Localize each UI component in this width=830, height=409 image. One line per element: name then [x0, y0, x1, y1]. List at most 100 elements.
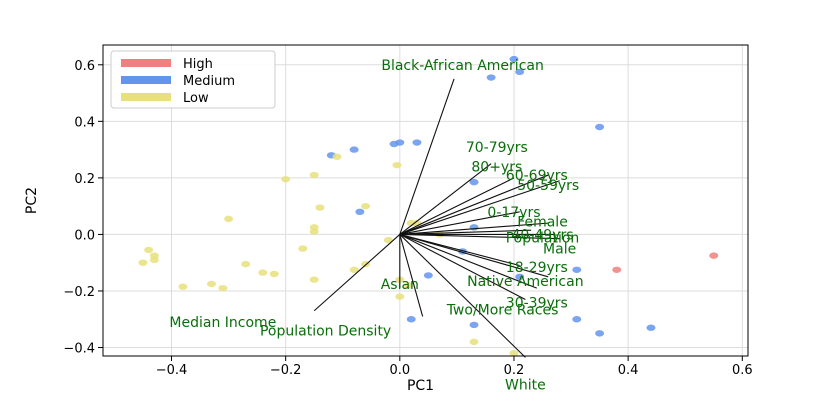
vector-label-40-49yrs: 40-49yrs — [512, 227, 574, 243]
x-tick-label: 0.0 — [389, 363, 410, 378]
point-low — [144, 246, 154, 254]
vector-label-native-american: Native American — [467, 274, 583, 290]
vector-label-70-79yrs: 70-79yrs — [466, 140, 528, 156]
point-medium — [572, 266, 582, 273]
point-medium — [595, 123, 605, 131]
vector-70-79yrs — [399, 163, 492, 235]
vector-label-white: White — [505, 377, 546, 393]
point-low — [241, 260, 251, 268]
vector-60-69yrs — [399, 174, 549, 235]
vector-label-median-income: Median Income — [169, 315, 276, 331]
vector-label-80-yrs: 80+yrs — [471, 160, 522, 176]
vector-label-30-39yrs: 30-39yrs — [506, 295, 568, 311]
point-medium — [412, 139, 422, 146]
point-low — [149, 256, 159, 264]
legend: High Medium Low — [110, 50, 276, 109]
y-tick-label: 0.6 — [74, 59, 95, 74]
point-medium — [406, 316, 416, 323]
y-tick-label: 0.0 — [74, 228, 95, 243]
point-low — [349, 266, 359, 273]
point-medium — [469, 321, 479, 329]
point-medium — [509, 55, 519, 63]
point-low — [224, 215, 234, 223]
point-low — [269, 270, 279, 278]
point-medium — [595, 330, 605, 337]
vector-40-49yrs — [399, 229, 532, 235]
point-low — [206, 280, 216, 288]
vector-labels: Black-African American 70-79yrs 80+yrs60-6… — [169, 58, 583, 393]
point-medium — [469, 224, 479, 231]
vector-label-two-more-races: Two/More Races — [446, 302, 559, 318]
vector-50-59yrs — [399, 180, 560, 235]
point-low — [281, 176, 291, 183]
point-low — [178, 283, 188, 290]
vector-label-18-29yrs: 18-29yrs — [506, 260, 568, 276]
point-low — [298, 245, 308, 252]
vector-label-population: Population — [506, 230, 580, 246]
vector-black-african-american — [399, 78, 455, 235]
point-medium — [349, 146, 359, 153]
x-tick-label: 0.2 — [504, 363, 525, 378]
point-high — [709, 252, 719, 259]
point-low — [509, 349, 519, 357]
x-tick-label: 0.6 — [732, 363, 753, 378]
point-low — [138, 259, 148, 266]
point-low — [218, 284, 228, 292]
x-axis-label: PC1 — [407, 378, 434, 394]
point-low — [309, 171, 319, 179]
y-tick-label: 0.4 — [74, 115, 95, 130]
point-medium — [395, 139, 405, 146]
vector-label-50-59yrs: 50-59yrs — [517, 178, 579, 194]
point-medium — [469, 178, 479, 186]
loading-vectors — [313, 78, 560, 358]
point-low — [332, 153, 342, 160]
vector-label-asian: Asian — [381, 277, 419, 293]
vector-median-income — [313, 234, 401, 312]
legend-label-medium: Medium — [183, 74, 235, 89]
x-tick-label: 0.4 — [618, 363, 639, 378]
point-low — [403, 282, 413, 289]
vector-30-39yrs — [399, 233, 538, 289]
point-low — [315, 204, 325, 211]
point-medium — [646, 324, 656, 331]
vector-white — [399, 234, 526, 358]
vector-female — [399, 222, 549, 235]
vector-label-0-17yrs: 0-17yrs — [487, 205, 540, 221]
data-points — [138, 55, 719, 357]
point-medium — [355, 208, 365, 216]
point-low — [469, 338, 479, 346]
point-medium — [423, 272, 433, 279]
point-low — [392, 161, 402, 169]
legend-swatch-medium — [121, 76, 171, 84]
vector-label-60-69yrs: 60-69yrs — [506, 168, 568, 184]
legend-swatch-high — [121, 59, 171, 67]
x-tick-label: −0.2 — [270, 363, 302, 378]
vector-80-yrs — [399, 177, 515, 235]
point-medium — [572, 316, 582, 323]
legend-swatch-low — [121, 93, 171, 101]
vector-label-male: Male — [543, 242, 576, 258]
x-tick-label: −0.4 — [156, 363, 188, 378]
y-tick-label: 0.2 — [74, 172, 95, 187]
vector-population-density — [399, 234, 424, 317]
point-medium — [486, 74, 496, 81]
point-low — [395, 293, 405, 300]
y-axis-label: PC2 — [24, 187, 40, 214]
vector-label-black-african-american: Black-African American — [381, 58, 544, 74]
point-low — [383, 236, 393, 244]
point-low — [258, 269, 268, 276]
legend-label-high: High — [183, 57, 213, 72]
point-low — [361, 202, 371, 210]
y-tick-label: −0.2 — [63, 285, 95, 300]
vector-label-female: Female — [517, 215, 568, 231]
y-tick-label: −0.4 — [63, 342, 95, 357]
legend-label-low: Low — [183, 91, 209, 106]
plot-frame — [102, 44, 749, 357]
vector-two-more-races — [399, 233, 526, 300]
vector-male — [399, 233, 560, 240]
point-medium — [515, 273, 525, 281]
vector-label-population-density: Population Density — [260, 324, 391, 340]
point-low — [309, 276, 319, 283]
vector-native-american — [399, 233, 549, 278]
